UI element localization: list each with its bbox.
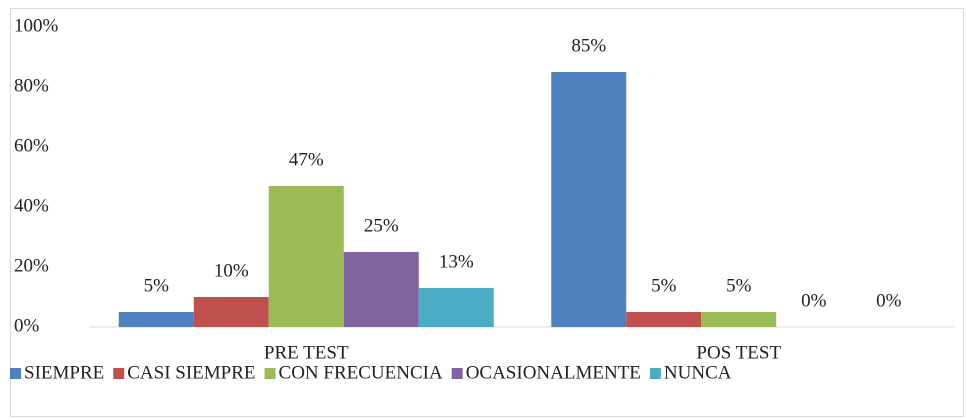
- bar: [626, 312, 702, 327]
- bar: [118, 312, 194, 327]
- legend-label: CON FRECUENCIA: [279, 362, 443, 383]
- y-tick-label: 0%: [14, 315, 40, 336]
- legend-label: OCASIONALMENTE: [466, 362, 641, 383]
- chart-border: [10, 8, 964, 417]
- data-label: 5%: [144, 275, 170, 296]
- legend-swatch: [264, 368, 276, 379]
- y-tick-label: 40%: [14, 195, 49, 216]
- bar: [551, 72, 627, 327]
- data-label: 0%: [801, 290, 827, 311]
- data-label: 5%: [726, 275, 752, 296]
- legend-label: CASI SIEMPRE: [127, 362, 255, 383]
- legend-label: NUNCA: [664, 362, 732, 383]
- bar: [268, 186, 344, 327]
- bar: [418, 288, 494, 327]
- legend-swatch: [10, 368, 21, 379]
- data-label: 25%: [364, 215, 399, 236]
- y-tick-label: 80%: [14, 75, 49, 96]
- bar: [193, 297, 269, 327]
- data-label: 13%: [439, 251, 474, 272]
- y-tick-label: 100%: [14, 15, 59, 36]
- y-tick-label: 20%: [14, 255, 49, 276]
- x-tick-label: POS TEST: [696, 342, 781, 363]
- data-label: 0%: [876, 290, 902, 311]
- data-label: 85%: [571, 35, 606, 56]
- legend-swatch: [649, 368, 661, 379]
- data-label: 10%: [214, 260, 249, 281]
- legend-swatch: [113, 368, 125, 379]
- legend-label: SIEMPRE: [24, 362, 104, 383]
- x-tick-label: PRE TEST: [264, 342, 349, 363]
- y-tick-label: 60%: [14, 135, 49, 156]
- bar: [701, 312, 777, 327]
- bar: [343, 252, 419, 327]
- legend-swatch: [451, 368, 463, 379]
- data-label: 47%: [289, 149, 324, 170]
- data-label: 5%: [651, 275, 677, 296]
